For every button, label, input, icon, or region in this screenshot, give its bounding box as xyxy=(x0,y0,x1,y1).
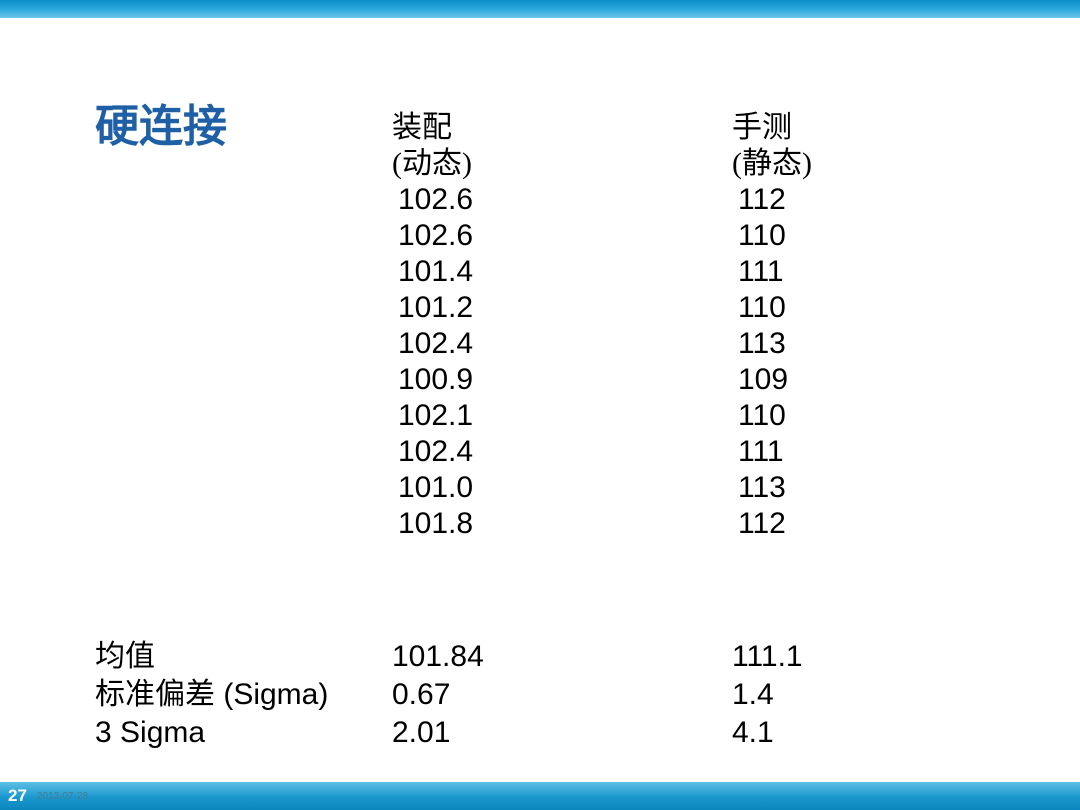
col1-header-2: (动态) xyxy=(392,146,732,182)
col1-v0: 102.6 xyxy=(392,182,732,218)
s2-stddev: 1.4 xyxy=(732,676,932,714)
bottom-bar: 27 2013-07-28 xyxy=(0,782,1080,810)
col1-v9: 101.8 xyxy=(392,506,732,542)
label-3sigma: 3 Sigma xyxy=(95,714,328,752)
col1-v7: 102.4 xyxy=(392,434,732,470)
s2-mean: 111.1 xyxy=(732,638,932,676)
col2-header-1: 手测 xyxy=(732,110,932,146)
s1-3sigma: 2.01 xyxy=(392,714,732,752)
col1-v4: 102.4 xyxy=(392,326,732,362)
col1-v3: 101.2 xyxy=(392,290,732,326)
col1-v2: 101.4 xyxy=(392,254,732,290)
stats-col2: 111.1 1.4 4.1 xyxy=(732,638,932,752)
data-columns: 装配 (动态) 102.6 102.6 101.4 101.2 102.4 10… xyxy=(392,110,932,542)
col2-v2: 111 xyxy=(732,254,932,290)
col2-v5: 109 xyxy=(732,362,932,398)
label-mean: 均值 xyxy=(95,638,328,676)
col2-v4: 113 xyxy=(732,326,932,362)
col2-v3: 110 xyxy=(732,290,932,326)
col1-v1: 102.6 xyxy=(392,218,732,254)
column-static: 手测 (静态) 112 110 111 110 113 109 110 111 … xyxy=(732,110,932,542)
col2-v6: 110 xyxy=(732,398,932,434)
col1-header-1: 装配 xyxy=(392,110,732,146)
col2-v7: 111 xyxy=(732,434,932,470)
col2-header-2: (静态) xyxy=(732,146,932,182)
page-number: 27 xyxy=(0,786,27,806)
s1-stddev: 0.67 xyxy=(392,676,732,714)
s2-3sigma: 4.1 xyxy=(732,714,932,752)
col2-v8: 113 xyxy=(732,470,932,506)
column-dynamic: 装配 (动态) 102.6 102.6 101.4 101.2 102.4 10… xyxy=(392,110,732,542)
stats-values: 101.84 0.67 2.01 111.1 1.4 4.1 xyxy=(392,638,932,752)
stats-labels: 均值 标准偏差 (Sigma) 3 Sigma xyxy=(95,638,328,752)
stats-col1: 101.84 0.67 2.01 xyxy=(392,638,732,752)
top-bar xyxy=(0,0,1080,18)
footer-date: 2013-07-28 xyxy=(27,791,88,802)
s1-mean: 101.84 xyxy=(392,638,732,676)
col1-v6: 102.1 xyxy=(392,398,732,434)
col2-v9: 112 xyxy=(732,506,932,542)
col2-v1: 110 xyxy=(732,218,932,254)
label-stddev: 标准偏差 (Sigma) xyxy=(95,676,328,714)
col1-v8: 101.0 xyxy=(392,470,732,506)
col2-v0: 112 xyxy=(732,182,932,218)
col1-v5: 100.9 xyxy=(392,362,732,398)
